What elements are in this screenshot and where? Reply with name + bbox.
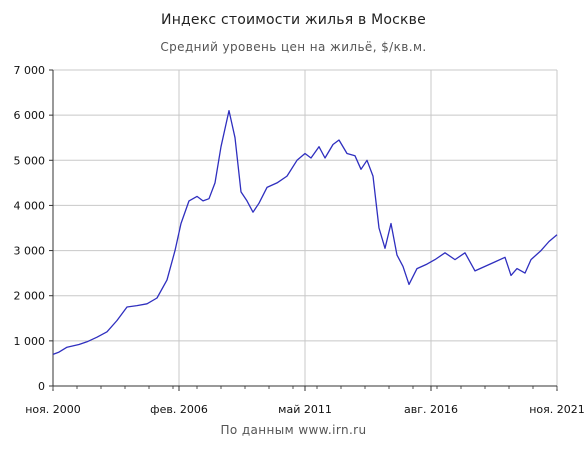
y-tick-label: 2 000	[14, 290, 46, 303]
x-tick-label: ноя. 2021	[529, 403, 585, 416]
x-tick-label: фев. 2006	[150, 403, 208, 416]
y-tick-label: 7 000	[14, 64, 46, 77]
y-tick-label: 1 000	[14, 335, 46, 348]
y-tick-label: 0	[38, 380, 45, 393]
chart-title: Индекс стоимости жилья в Москве	[161, 12, 426, 28]
x-tick-label: ноя. 2000	[25, 403, 81, 416]
series-layer	[52, 109, 558, 356]
y-tick-label: 6 000	[14, 109, 46, 122]
chart-subtitle: Средний уровень цен на жильё, $/кв.м.	[160, 40, 427, 54]
x-tick-label: май 2011	[278, 403, 332, 416]
chart-source: По данным www.irn.ru	[220, 423, 367, 437]
y-tick-label: 4 000	[14, 199, 46, 212]
grid-layer	[52, 69, 558, 386]
axis-layer	[49, 69, 558, 391]
x-tick-label: авг. 2016	[404, 403, 458, 416]
y-tick-label: 3 000	[14, 245, 46, 258]
label-layer: 0 1 000 2 000 3 000 4 000 5 000 6 000 7 000 ноя.…	[14, 64, 585, 416]
y-tick-label: 5 000	[14, 154, 46, 167]
series-line-0	[52, 109, 558, 356]
